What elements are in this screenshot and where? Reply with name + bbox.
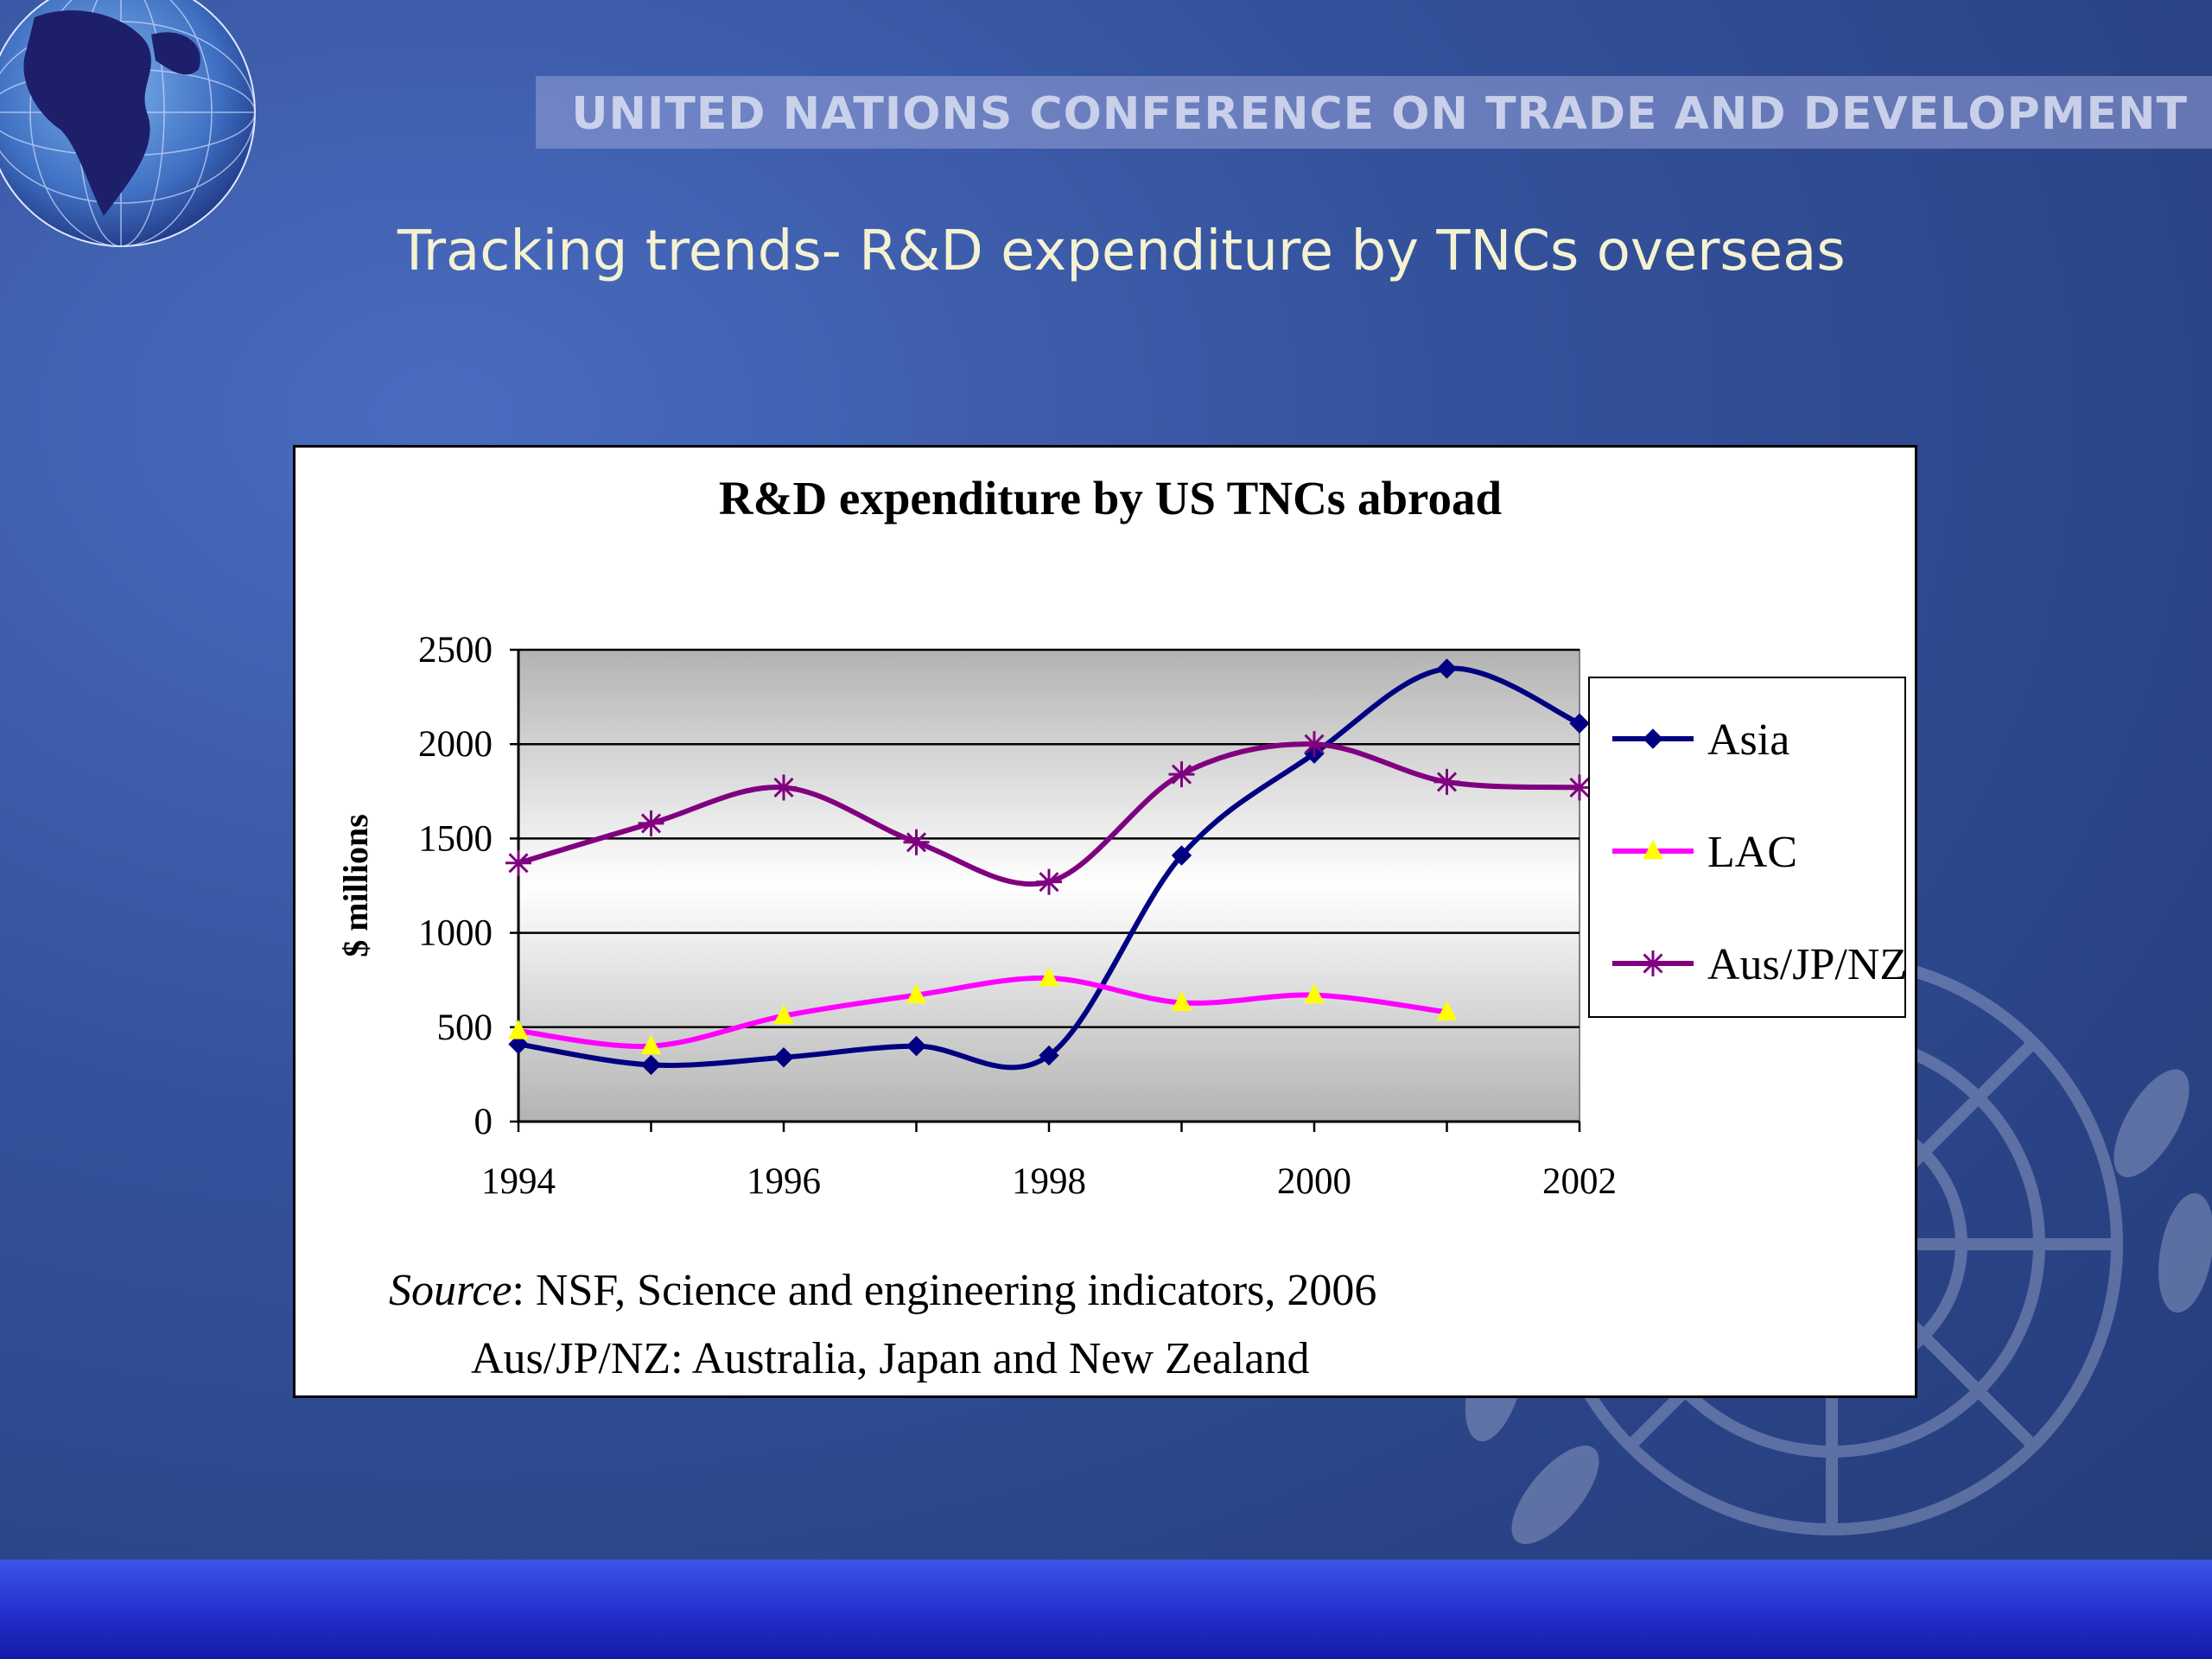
legend-marker [1640,950,1666,976]
chart: R&D expenditure by US TNCs abroad 0 500 10… [336,472,1907,1202]
abbreviation-note: Aus/JP/NZ: Australia, Japan and New Zeal… [471,1334,1310,1383]
source-label: Source [389,1266,512,1315]
data-point [1036,868,1062,895]
data-point [1569,713,1590,734]
data-point [1436,1001,1458,1020]
data-point [1171,845,1192,866]
legend-marker [1643,839,1663,860]
data-point [1171,991,1192,1011]
data-point [771,774,797,801]
chart-panel: R&D expenditure by US TNCs abroad 0 500 10… [293,445,1917,1398]
x-tick-label: 1998 [1012,1161,1086,1202]
data-point [508,1033,529,1055]
y-tick-label: 2000 [418,724,493,765]
data-point [1301,731,1327,758]
series-markers [505,658,1592,1076]
data-point [906,983,927,1004]
legend-entry: Aus/JP/NZ [1612,940,1907,989]
x-tick-label: 1994 [481,1161,556,1202]
legend-entry: Asia [1612,715,1789,765]
data-point [906,1035,927,1057]
data-point [505,849,531,876]
data-point [1039,1045,1059,1066]
x-tick-label: 2002 [1542,1161,1617,1202]
source-note: Source: NSF, Science and engineering ind… [389,1265,1376,1316]
source-text: : NSF, Science and engineering indicator… [512,1266,1377,1315]
legend-label: Aus/JP/NZ [1707,940,1907,989]
data-point [1039,966,1059,987]
legend-label: Asia [1707,715,1789,765]
y-tick-label: 0 [474,1102,493,1142]
data-point [773,1047,794,1068]
y-tick-label: 500 [437,1007,493,1048]
data-point [1433,768,1460,795]
organization-name: UNITED NATIONS CONFERENCE ON TRADE AND D… [571,88,2188,140]
data-point [638,810,664,836]
data-point [1304,983,1325,1004]
gridlines [518,648,1580,1029]
series-line-1 [518,975,1447,1049]
legend-label: LAC [1707,828,1797,877]
y-axis-label: $ millions [336,814,375,957]
series-line-0 [518,665,1581,1071]
x-tick-label: 2000 [1277,1161,1351,1202]
legend: Asia LAC Aus/JP/NZ [1588,677,1907,1018]
footer-bar [0,1560,2212,1659]
y-tick-label: 1500 [418,818,493,859]
data-point [1436,658,1458,679]
legend-box [1588,677,1906,1018]
y-tick-label: 2500 [418,630,493,671]
x-tick-label: 1996 [747,1161,821,1202]
legend-marker [1643,728,1663,749]
axes: 0 500 1000 1500 2000 2500 1994 1996 1998 2000 2002 [418,630,1617,1202]
header-banner: UNITED NATIONS CONFERENCE ON TRADE AND D… [536,76,2212,149]
data-point [508,1020,529,1039]
slide-title: Tracking trends- R&D expenditure by TNCs… [397,219,1846,283]
y-tick-label: 1000 [418,913,493,954]
globe-logo [0,0,256,247]
data-point [903,829,930,855]
data-point [640,1034,662,1055]
legend-entry: LAC [1612,828,1797,877]
chart-title: R&D expenditure by US TNCs abroad [719,472,1502,524]
data-point [640,1054,662,1076]
data-point [773,1004,794,1025]
data-point [1168,761,1195,788]
